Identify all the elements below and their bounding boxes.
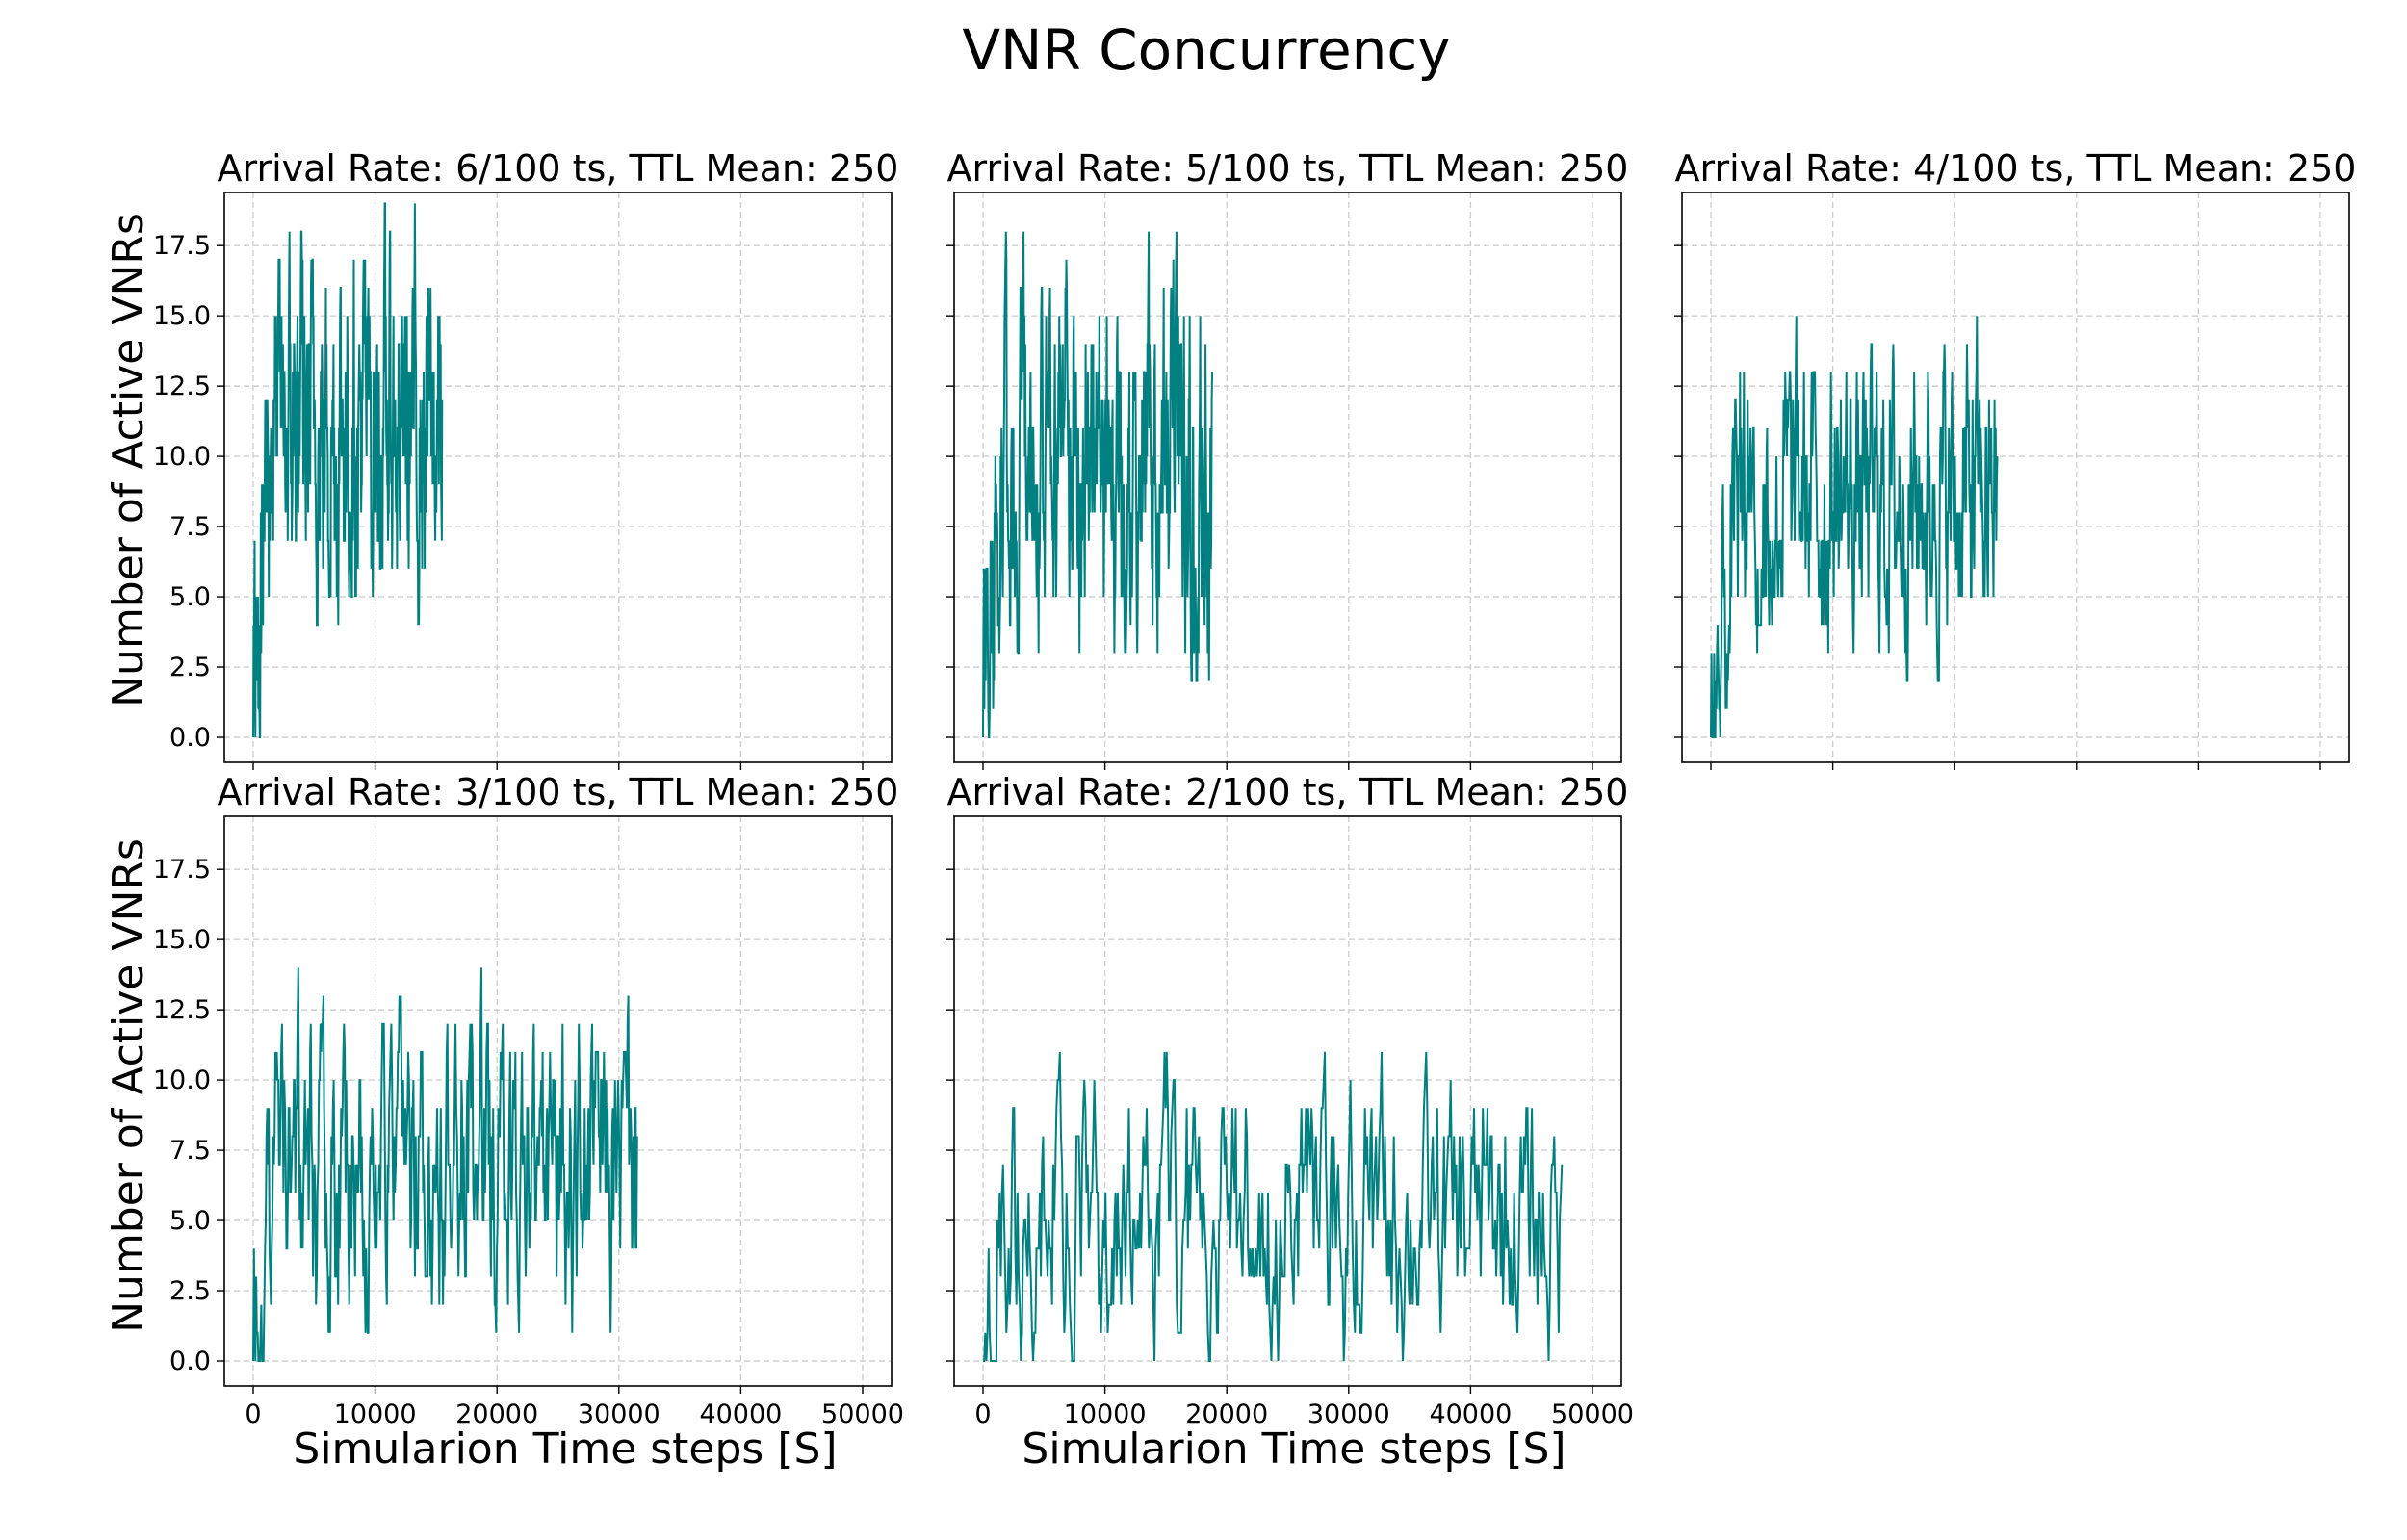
- x-axis-label-left: Simularion Time steps [S]: [293, 1424, 837, 1474]
- y-tick-label: 15.0: [153, 925, 211, 955]
- subplot-1: Arrival Rate: 6/100 ts, TTL Mean: 250 0.0…: [153, 147, 899, 770]
- x-tick-label: 0: [974, 1399, 991, 1429]
- subplot-title: Arrival Rate: 4/100 ts, TTL Mean: 250: [1675, 147, 2357, 190]
- x-tick-label: 50000: [821, 1399, 904, 1429]
- x-tick-label: 40000: [1429, 1399, 1512, 1429]
- subplot-title: Arrival Rate: 2/100 ts, TTL Mean: 250: [947, 771, 1629, 813]
- plot-frame: [1681, 192, 2350, 763]
- plot-frame: [953, 815, 1622, 1387]
- x-axis-label-middle: Simularion Time steps [S]: [1022, 1424, 1566, 1474]
- subplot-5: Arrival Rate: 2/100 ts, TTL Mean: 250 0 10…: [946, 771, 1634, 1429]
- subplot-2: Arrival Rate: 5/100 ts, TTL Mean: 250: [946, 147, 1628, 770]
- series-line: [252, 967, 638, 1362]
- x-tick-label: 10000: [1064, 1399, 1147, 1429]
- series-line: [252, 202, 444, 738]
- figure-title: VNR Concurrency: [962, 17, 1450, 83]
- y-tick-label: 2.5: [169, 1276, 211, 1306]
- x-tick-label: 20000: [1185, 1399, 1268, 1429]
- y-axis-label-top: Number of Active VNRs: [104, 213, 153, 707]
- subplot-4: Arrival Rate: 3/100 ts, TTL Mean: 250 0 10…: [153, 771, 904, 1429]
- plot-frame: [953, 192, 1622, 763]
- series-line: [982, 231, 1213, 738]
- x-tick-label: 40000: [699, 1399, 782, 1429]
- x-tick-label: 30000: [1307, 1399, 1390, 1429]
- x-tick-label: 50000: [1551, 1399, 1634, 1429]
- subplot-title: Arrival Rate: 6/100 ts, TTL Mean: 250: [218, 147, 899, 190]
- subplot-3: Arrival Rate: 4/100 ts, TTL Mean: 250: [1674, 147, 2356, 770]
- series-line: [983, 1051, 1564, 1362]
- subplot-title: Arrival Rate: 3/100 ts, TTL Mean: 250: [218, 771, 899, 813]
- x-tick-label: 20000: [455, 1399, 538, 1429]
- y-tick-label: 10.0: [153, 1065, 211, 1095]
- plot-frame: [223, 192, 893, 763]
- x-tick-label: 0: [245, 1399, 261, 1429]
- x-tick-label: 30000: [578, 1399, 660, 1429]
- series-line: [1710, 316, 1999, 738]
- y-tick-label: 17.5: [153, 231, 211, 261]
- y-tick-label: 10.0: [153, 442, 211, 472]
- y-tick-label: 0.0: [169, 1347, 211, 1376]
- x-tick-label: 10000: [334, 1399, 417, 1429]
- plot-frame: [223, 815, 893, 1387]
- y-tick-label: 2.5: [169, 653, 211, 682]
- y-tick-label: 12.5: [153, 995, 211, 1025]
- y-tick-label: 5.0: [169, 1206, 211, 1236]
- y-tick-label: 15.0: [153, 301, 211, 331]
- y-tick-label: 7.5: [169, 1136, 211, 1166]
- y-tick-label: 7.5: [169, 512, 211, 542]
- y-axis-label-bottom: Number of Active VNRs: [104, 838, 153, 1333]
- y-tick-label: 17.5: [153, 855, 211, 885]
- y-tick-label: 12.5: [153, 372, 211, 401]
- subplot-grid: Arrival Rate: 6/100 ts, TTL Mean: 250 0.0…: [153, 147, 2357, 1429]
- y-tick-label: 5.0: [169, 582, 211, 612]
- subplot-title: Arrival Rate: 5/100 ts, TTL Mean: 250: [947, 147, 1629, 190]
- y-tick-label: 0.0: [169, 723, 211, 753]
